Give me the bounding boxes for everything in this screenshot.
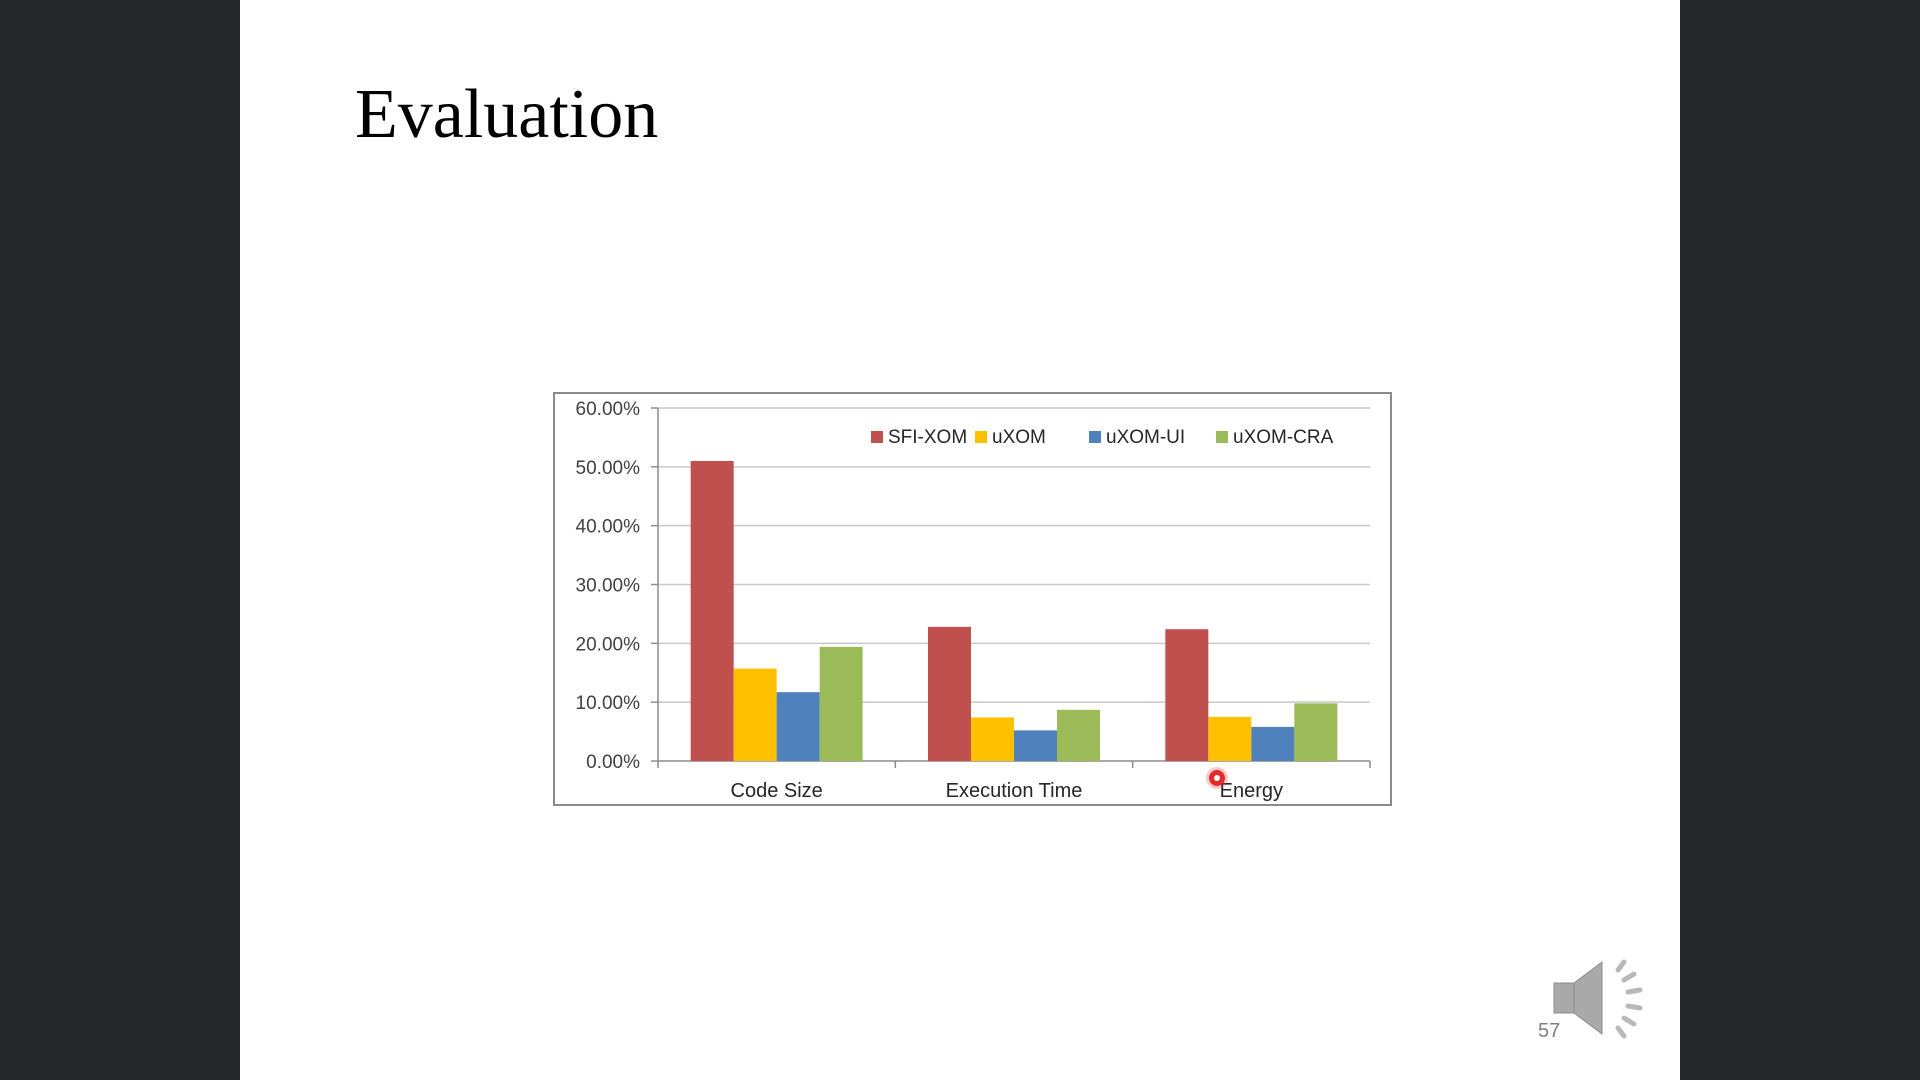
x-category-label: Code Size	[731, 780, 823, 802]
bar-sfi-xom	[690, 460, 734, 761]
laser-pointer-icon	[1209, 770, 1225, 786]
bar-sfi-xom	[928, 626, 971, 761]
legend-label: uXOM-CRA	[1233, 427, 1334, 448]
y-tick-label: 0.00%	[586, 752, 640, 773]
y-tick-label: 50.00%	[576, 458, 641, 479]
legend-swatch	[871, 431, 883, 443]
bar-uxom-cra	[1057, 709, 1100, 761]
bar-uxom-ui	[1251, 726, 1295, 761]
bar-uxom-cra	[1294, 703, 1338, 761]
legend-label: uXOM-UI	[1106, 427, 1185, 448]
bar-uxom	[971, 717, 1014, 761]
slide: Evaluation 60.00% 50.00% 40.00% 30.00% 20.00…	[240, 0, 1680, 1080]
y-tick-label: 40.00%	[576, 517, 641, 538]
speaker-icon[interactable]	[1550, 950, 1658, 1046]
slide-title: Evaluation	[355, 76, 659, 153]
page-number: 57	[1538, 1020, 1561, 1042]
y-tick-label: 10.00%	[576, 693, 641, 714]
y-tick-label: 60.00%	[576, 399, 641, 420]
x-category-label: Energy	[1220, 780, 1283, 802]
bar-uxom	[733, 668, 777, 761]
bar-chart-svg: 60.00% 50.00% 40.00% 30.00% 20.00% 10.00% 0.00…	[576, 399, 1371, 802]
legend-swatch	[1089, 431, 1101, 443]
bar-uxom	[1208, 716, 1252, 761]
legend-label: uXOM	[992, 427, 1046, 448]
bar-chart: 60.00% 50.00% 40.00% 30.00% 20.00% 10.00% 0.00…	[553, 392, 1392, 806]
legend-swatch	[1216, 431, 1228, 443]
bar-uxom-ui	[776, 692, 820, 761]
bar-sfi-xom	[1165, 629, 1209, 761]
bar-uxom-ui	[1014, 730, 1057, 761]
legend-swatch	[975, 431, 987, 443]
bar-uxom-cra	[819, 646, 863, 761]
x-category-label: Execution Time	[946, 780, 1083, 802]
y-tick-label: 30.00%	[576, 576, 641, 597]
y-tick-label: 20.00%	[576, 634, 641, 655]
legend-label: SFI-XOM	[888, 427, 967, 448]
